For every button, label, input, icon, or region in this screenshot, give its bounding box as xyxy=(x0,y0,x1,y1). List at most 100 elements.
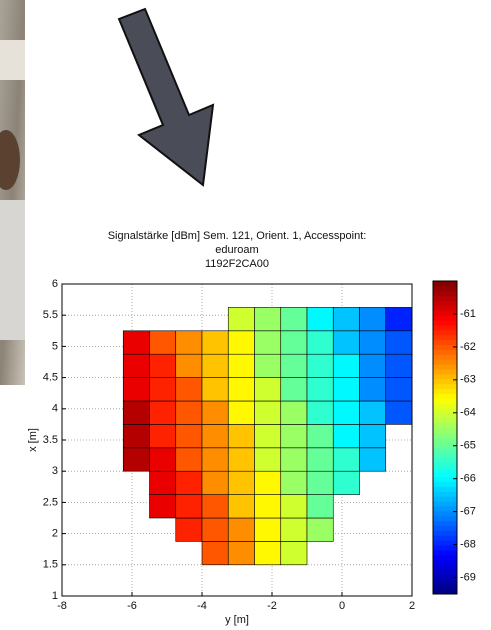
y-tick-label: 3.5 xyxy=(43,434,58,446)
heatmap-cell xyxy=(227,541,255,566)
heatmap-cell xyxy=(280,330,308,355)
colorbar-swatch xyxy=(433,466,457,473)
heatmap-cell xyxy=(227,330,255,355)
chart-title: 1192F2CA00 xyxy=(205,258,269,270)
colorbar-swatch xyxy=(433,452,457,458)
colorbar-swatch xyxy=(433,413,457,419)
heatmap-cell xyxy=(254,330,282,355)
colorbar-tick-label: -67 xyxy=(460,506,476,518)
colorbar-swatch xyxy=(433,354,457,360)
heatmap-cell xyxy=(122,353,150,378)
heatmap-cell xyxy=(149,494,177,519)
heatmap-cell xyxy=(175,470,203,495)
x-tick-label: 2 xyxy=(409,600,415,612)
colorbar-swatch xyxy=(433,295,457,302)
heatmap-cell xyxy=(332,330,360,355)
colorbar-swatch xyxy=(433,530,457,536)
y-tick-label: 5 xyxy=(52,340,58,352)
heatmap-cell xyxy=(227,494,255,519)
y-tick-label: 2.5 xyxy=(43,496,58,508)
x-tick-label: -2 xyxy=(267,600,277,612)
colorbar-swatch xyxy=(433,427,457,434)
heatmap-cell xyxy=(201,424,229,449)
heatmap-cell xyxy=(385,353,413,378)
colorbar-swatch xyxy=(433,486,457,492)
heatmap-cell xyxy=(332,470,360,495)
heatmap-cell xyxy=(306,470,334,495)
heatmap-cell xyxy=(254,494,282,519)
colorbar-swatch xyxy=(433,520,457,527)
heatmap-cell xyxy=(280,470,308,495)
heatmap-cell xyxy=(280,494,308,519)
heatmap-cell xyxy=(254,517,282,542)
colorbar-swatch xyxy=(433,320,457,326)
colorbar-swatch xyxy=(433,584,457,590)
heatmap-cell xyxy=(175,400,203,425)
heatmap-cell xyxy=(175,353,203,378)
colorbar-swatch xyxy=(433,579,457,585)
colorbar-swatch xyxy=(433,315,457,321)
colorbar-swatch xyxy=(433,305,457,311)
colorbar-swatch xyxy=(433,535,457,541)
heatmap-cell xyxy=(254,307,282,332)
colorbar-swatch xyxy=(433,300,457,306)
x-axis-label: y [m] xyxy=(225,614,249,626)
heatmap-cell xyxy=(306,330,334,355)
colorbar-swatch xyxy=(433,491,457,497)
heatmap-cell xyxy=(359,400,387,425)
colorbar-swatch xyxy=(433,408,457,414)
heatmap-cell xyxy=(306,400,334,425)
heatmap-cell xyxy=(175,494,203,519)
photo xyxy=(0,0,25,385)
colorbar-swatch xyxy=(433,461,457,468)
y-tick-label: 5.5 xyxy=(43,309,58,321)
colorbar-swatch xyxy=(433,481,457,487)
heatmap-cell xyxy=(359,353,387,378)
heatmap-cell xyxy=(280,424,308,449)
colorbar-swatch xyxy=(433,554,457,561)
y-tick-label: 4 xyxy=(52,403,58,415)
colorbar-swatch xyxy=(433,378,457,385)
colorbar-tick-label: -61 xyxy=(460,308,476,320)
colorbar-swatch xyxy=(433,359,457,365)
colorbar-swatch xyxy=(433,432,457,438)
colorbar-swatch xyxy=(433,369,457,375)
heatmap-cell xyxy=(332,307,360,332)
x-tick-label: -6 xyxy=(127,600,137,612)
colorbar-swatch xyxy=(433,325,457,331)
colorbar-swatch xyxy=(433,344,457,350)
colorbar-tick-label: -68 xyxy=(460,538,476,550)
colorbar-swatch xyxy=(433,574,457,580)
heatmap-cell xyxy=(280,377,308,402)
heatmap-cell xyxy=(280,307,308,332)
colorbar-swatch xyxy=(433,388,457,394)
colorbar-swatch xyxy=(433,310,457,316)
heatmap-cell xyxy=(359,424,387,449)
colorbar-swatch xyxy=(433,403,457,409)
colorbar-swatch xyxy=(433,334,457,341)
colorbar-tick-label: -63 xyxy=(460,374,476,386)
heatmap-cell xyxy=(254,424,282,449)
heatmap-cell xyxy=(306,517,334,542)
chart-title: eduroam xyxy=(215,244,258,256)
heatmap-cell xyxy=(149,353,177,378)
plot-frame xyxy=(61,283,413,597)
heatmap-cell xyxy=(280,447,308,472)
heatmap-cell xyxy=(122,330,150,355)
heatmap-cell xyxy=(201,330,229,355)
colorbar-swatch xyxy=(433,339,457,346)
colorbar-tick-label: -69 xyxy=(460,571,476,583)
heatmap-cell xyxy=(359,307,387,332)
y-axis-label: x [m] xyxy=(27,428,39,452)
heatmap-cell xyxy=(122,400,150,425)
heatmap-cell xyxy=(175,377,203,402)
heatmap-cell xyxy=(385,330,413,355)
heatmap-cell xyxy=(175,330,203,355)
colorbar-swatch xyxy=(433,525,457,531)
heatmap-cell xyxy=(227,353,255,378)
heatmap-cell xyxy=(149,377,177,402)
heatmap-cell xyxy=(332,424,360,449)
heatmap-cell xyxy=(122,377,150,402)
heatmap-cell xyxy=(254,353,282,378)
